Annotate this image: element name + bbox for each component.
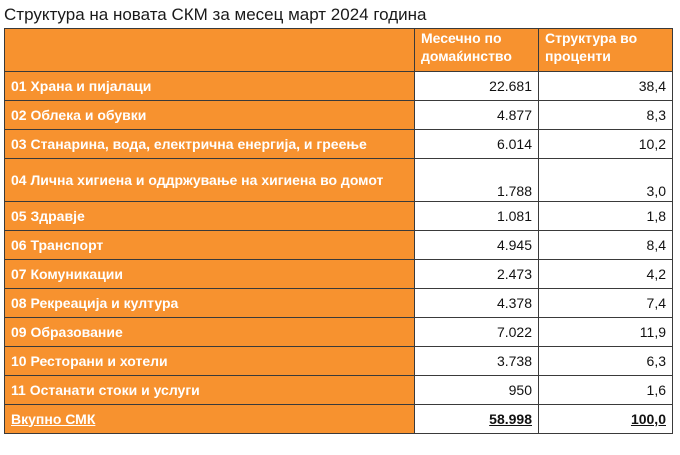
row-percent-value: 10,2 (538, 129, 673, 159)
row-monthly-value: 950 (414, 375, 539, 405)
table-header-row: Месечно по домаќинство Структура во проц… (4, 28, 673, 72)
row-percent-value: 3,0 (538, 158, 673, 202)
table-row: 09 Образование 7.022 11,9 (4, 317, 673, 347)
table-row: 01 Храна и пијалаци 22.681 38,4 (4, 71, 673, 101)
row-monthly-value: 4.877 (414, 100, 539, 130)
total-label: Вкупно СМК (11, 410, 96, 427)
row-label: 05 Здравје (4, 201, 415, 231)
table-row: 05 Здравје 1.081 1,8 (4, 201, 673, 231)
total-row: Вкупно СМК 58.998 100,0 (4, 404, 673, 434)
row-percent-value: 4,2 (538, 259, 673, 289)
row-label: 03 Станарина, вода, електрична енергија,… (4, 129, 415, 159)
total-label-cell: Вкупно СМК (4, 404, 415, 434)
household-budget-table: Месечно по домаќинство Структура во проц… (4, 28, 673, 434)
row-monthly-value: 2.473 (414, 259, 539, 289)
header-monthly-cell: Месечно по домаќинство (414, 28, 539, 72)
row-percent-value: 38,4 (538, 71, 673, 101)
row-monthly-value: 3.738 (414, 346, 539, 376)
table-row: 04 Лична хигиена и оддржување на хигиена… (4, 158, 673, 202)
row-percent-value: 11,9 (538, 317, 673, 347)
row-label: 08 Рекреација и култура (4, 288, 415, 318)
header-category-cell (4, 28, 415, 72)
row-monthly-value: 6.014 (414, 129, 539, 159)
row-percent-value: 8,4 (538, 230, 673, 260)
row-monthly-value: 7.022 (414, 317, 539, 347)
row-percent-value: 1,8 (538, 201, 673, 231)
total-percent-value: 100,0 (538, 404, 673, 434)
table-row: 10 Ресторани и хотели 3.738 6,3 (4, 346, 673, 376)
row-monthly-value: 1.081 (414, 201, 539, 231)
row-monthly-value: 4.945 (414, 230, 539, 260)
table-row: 07 Комуникации 2.473 4,2 (4, 259, 673, 289)
row-label: 07 Комуникации (4, 259, 415, 289)
row-percent-value: 7,4 (538, 288, 673, 318)
row-label: 10 Ресторани и хотели (4, 346, 415, 376)
table-row: 03 Станарина, вода, електрична енергија,… (4, 129, 673, 159)
row-percent-value: 8,3 (538, 100, 673, 130)
total-monthly-value: 58.998 (414, 404, 539, 434)
row-monthly-value: 22.681 (414, 71, 539, 101)
table-row: 06 Транспорт 4.945 8,4 (4, 230, 673, 260)
row-monthly-value: 1.788 (414, 158, 539, 202)
row-percent-value: 1,6 (538, 375, 673, 405)
table-row: 02 Облека и обувки 4.877 8,3 (4, 100, 673, 130)
page-title: Структура на новата СКМ за месец март 20… (4, 5, 427, 24)
row-label: 02 Облека и обувки (4, 100, 415, 130)
row-percent-value: 6,3 (538, 346, 673, 376)
row-label: 09 Образование (4, 317, 415, 347)
header-percent-cell: Структура во проценти (538, 28, 673, 72)
table-row: 08 Рекреација и култура 4.378 7,4 (4, 288, 673, 318)
table-row: 11 Останати стоки и услуги 950 1,6 (4, 375, 673, 405)
row-label: 06 Транспорт (4, 230, 415, 260)
row-label: 11 Останати стоки и услуги (4, 375, 415, 405)
row-label: 01 Храна и пијалаци (4, 71, 415, 101)
row-label: 04 Лична хигиена и оддржување на хигиена… (4, 158, 415, 202)
row-monthly-value: 4.378 (414, 288, 539, 318)
